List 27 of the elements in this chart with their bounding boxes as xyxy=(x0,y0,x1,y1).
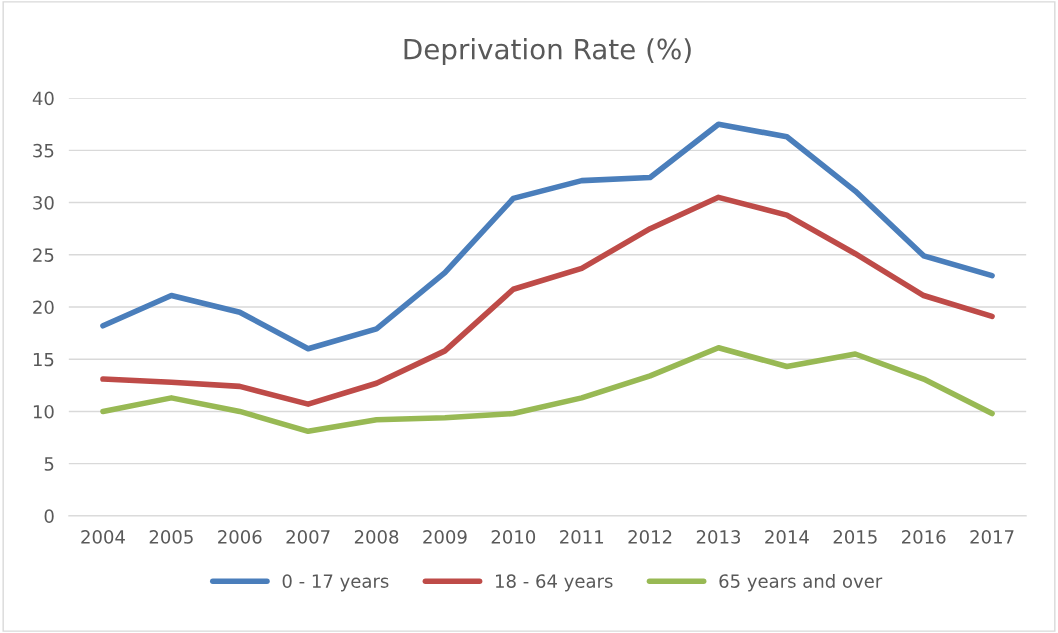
x-tick-label: 2008 xyxy=(354,530,399,544)
legend-label: 18 - 64 years xyxy=(496,574,613,592)
x-tick-label: 2007 xyxy=(286,530,330,544)
x-tick-label: 2012 xyxy=(628,530,672,544)
x-tick-label: 2014 xyxy=(765,530,809,544)
y-tick-label: 35 xyxy=(33,143,54,158)
x-tick-label: 2006 xyxy=(218,530,262,544)
y-tick-label: 5 xyxy=(44,457,54,471)
x-tick-label: 2013 xyxy=(696,530,741,544)
x-tick-label: 2010 xyxy=(491,530,536,544)
y-tick-label: 20 xyxy=(33,300,54,315)
chart-title: Deprivation Rate (%) xyxy=(404,38,691,65)
y-tick-label: 0 xyxy=(44,509,54,524)
x-tick-label: 2004 xyxy=(81,530,125,544)
y-tick-label: 30 xyxy=(33,196,54,210)
y-tick-label: 15 xyxy=(33,352,54,367)
y-tick-label: 25 xyxy=(33,248,54,262)
x-tick-label: 2009 xyxy=(423,530,467,544)
legend-label: 0 - 17 years xyxy=(282,574,389,592)
x-tick-label: 2017 xyxy=(970,530,1014,544)
legend-label: 65 years and over xyxy=(719,573,883,592)
x-tick-label: 2016 xyxy=(902,530,946,544)
x-tick-label: 2011 xyxy=(560,530,604,544)
x-tick-label: 2015 xyxy=(833,530,877,544)
y-tick-label: 40 xyxy=(32,91,54,106)
x-tick-label: 2005 xyxy=(149,530,193,544)
y-tick-label: 10 xyxy=(33,404,54,419)
